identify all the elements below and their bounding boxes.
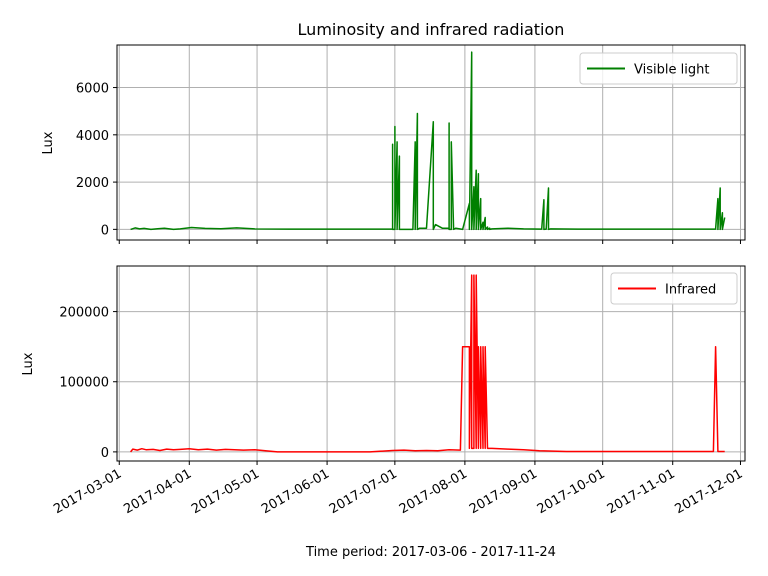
chart-title: Luminosity and infrared radiation	[298, 20, 565, 39]
top-y-tick-label: 6000	[76, 82, 109, 97]
top-x-ticks	[118, 240, 741, 244]
top-y-axis-label: Lux	[41, 131, 56, 154]
top-legend: Visible light	[579, 52, 738, 85]
top-plot-frame	[116, 44, 746, 241]
top-y-tick-label: 2000	[76, 176, 109, 191]
top-series	[130, 51, 726, 231]
bottom-plot-frame	[116, 265, 746, 462]
top-legend-label: Visible light	[634, 63, 709, 78]
top-panel: 0 2000 4000 6000 Lux Visible light	[41, 44, 746, 244]
bottom-series	[130, 274, 725, 453]
x-axis-label: Time period: 2017-03-06 - 2017-11-24	[305, 545, 556, 560]
bottom-y-axis-label: Lux	[21, 352, 36, 375]
top-y-tick-label: 0	[101, 223, 109, 238]
top-y-tick-label: 4000	[76, 129, 109, 144]
bottom-legend-box	[610, 272, 738, 305]
bottom-y-tick-label: 0	[101, 446, 109, 461]
bottom-legend-label: Infrared	[665, 283, 716, 298]
bottom-series-line	[130, 274, 725, 453]
bottom-legend: Infrared	[610, 272, 738, 305]
bottom-y-tick-label: 100000	[59, 376, 109, 391]
top-series-line	[130, 51, 726, 231]
bottom-y-ticks: 0 100000 200000	[59, 306, 117, 461]
top-legend-box	[579, 52, 738, 85]
top-y-ticks: 0 2000 4000 6000	[76, 82, 117, 238]
bottom-y-tick-label: 200000	[59, 306, 109, 321]
